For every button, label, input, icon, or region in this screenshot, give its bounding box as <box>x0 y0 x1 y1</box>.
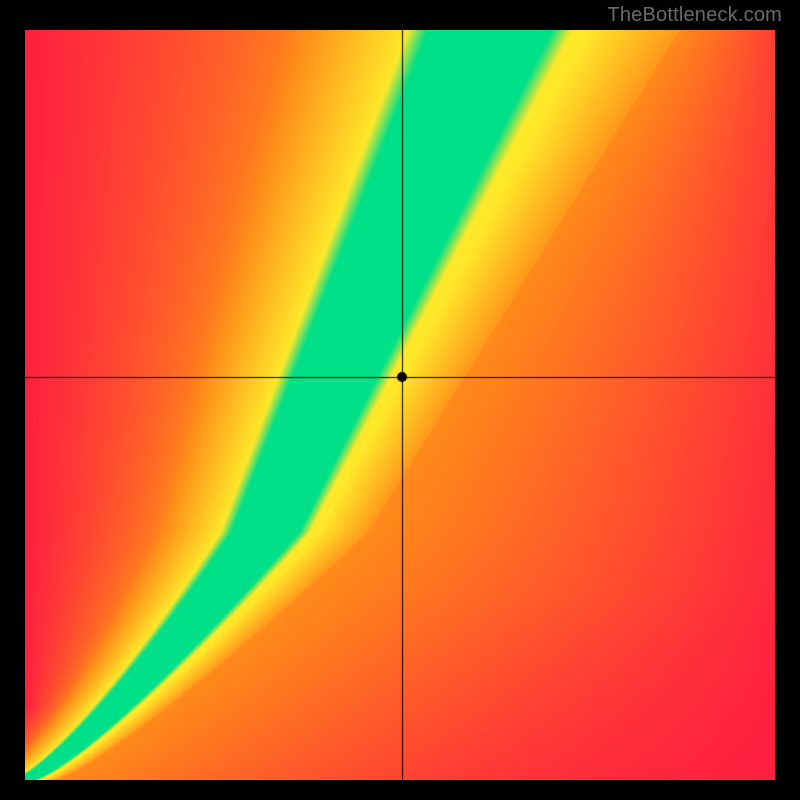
chart-container: TheBottleneck.com <box>0 0 800 800</box>
watermark-text: TheBottleneck.com <box>607 4 782 27</box>
heatmap-canvas <box>25 30 775 780</box>
